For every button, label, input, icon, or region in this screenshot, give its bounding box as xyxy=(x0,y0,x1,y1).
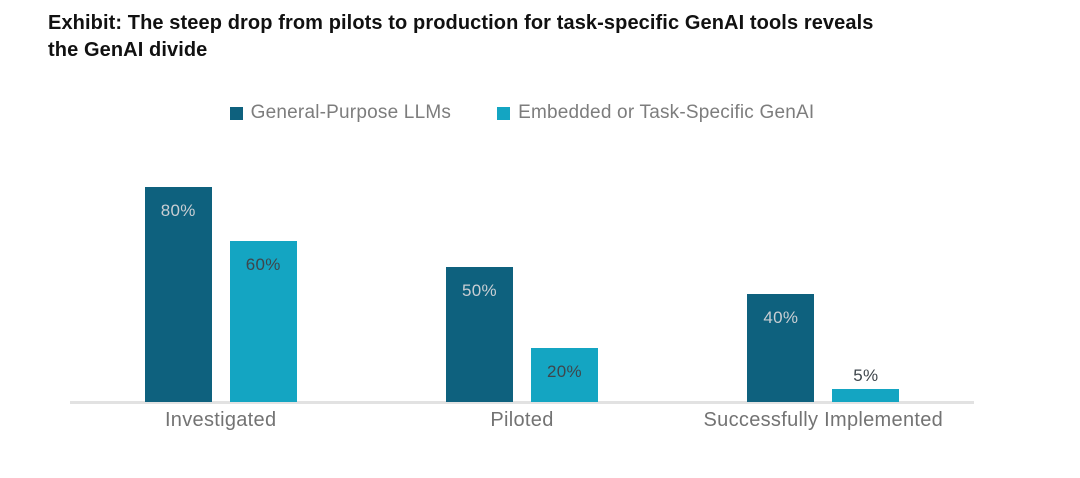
bar-cell: 80% xyxy=(144,172,212,402)
legend-swatch-icon xyxy=(229,106,243,120)
category-labels: Investigated Piloted Successfully Implemen… xyxy=(70,409,974,432)
bar-value-label: 80% xyxy=(160,201,196,220)
bar-value-label: 5% xyxy=(853,366,879,385)
bar-group-2: 50% 20% xyxy=(371,172,672,402)
legend-item-2: Embedded or Task-Specific GenAI xyxy=(497,102,814,124)
bar-value-label: 60% xyxy=(245,255,281,274)
category-label: Piloted xyxy=(490,409,554,431)
bar-group-3: 40% 5% xyxy=(673,172,974,402)
bar-group-1: 80% 60% xyxy=(70,172,371,402)
legend-item-1: General-Purpose LLMs xyxy=(229,102,452,124)
legend-label: General-Purpose LLMs xyxy=(250,102,452,123)
bar-cell: 5% xyxy=(832,172,900,402)
bar xyxy=(144,187,212,402)
x-axis-line xyxy=(70,401,974,404)
bar-cell: 20% xyxy=(530,172,598,402)
bar-cell: 50% xyxy=(445,172,513,402)
category-label: Successfully Implemented xyxy=(703,409,944,431)
bar xyxy=(445,267,513,402)
bar-value-label: 20% xyxy=(547,362,582,381)
bar-value-label: 40% xyxy=(763,308,799,327)
exhibit-title: Exhibit: The steep drop from pilots to p… xyxy=(48,10,1058,64)
exhibit-title-line2: the GenAI divide xyxy=(48,39,208,61)
legend-label: Embedded or Task-Specific GenAI xyxy=(518,102,815,123)
bar xyxy=(747,294,815,402)
legend-swatch-icon xyxy=(497,106,511,120)
exhibit-title-line1: Exhibit: The steep drop from pilots to p… xyxy=(48,12,874,34)
plot-area: 80% 60% 50% 20% 40% 5% xyxy=(70,172,974,404)
bar-value-label: 50% xyxy=(462,281,497,300)
category-label: Investigated xyxy=(164,409,277,431)
bar xyxy=(229,241,297,402)
bar xyxy=(530,348,598,402)
chart-legend: General-Purpose LLMs Embedded or Task-Spe… xyxy=(70,101,974,125)
bar-cell: 40% xyxy=(747,172,815,402)
bar-cell: 60% xyxy=(229,172,297,402)
bar xyxy=(832,389,900,402)
